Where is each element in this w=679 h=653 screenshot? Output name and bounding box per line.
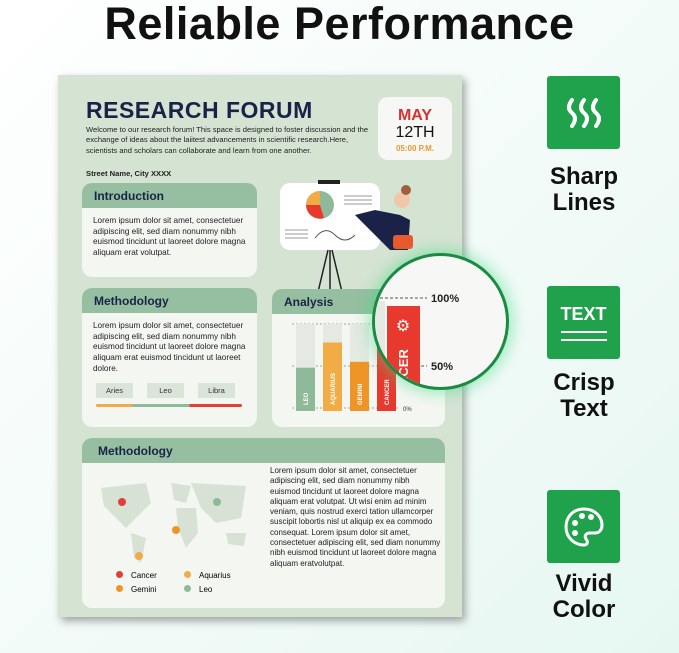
methodology-map-body: Lorem ipsum dolor sit amet, consectetuer…	[270, 466, 441, 568]
poster-description: Welcome to our research forum! This spac…	[86, 125, 369, 155]
progress-bar	[96, 403, 242, 407]
magnified-chart: ⚙ NCER 100% 50%	[375, 293, 459, 387]
date-day: 12TH	[395, 124, 435, 141]
methodology-map-title: Methodology	[82, 438, 445, 463]
methodology-map-card: Methodology Cancer Aquarius Gemini Leo L…	[82, 438, 445, 608]
bar-label-cancer: CANCER	[385, 379, 391, 405]
date-time: 05:00 P.M.	[395, 144, 435, 153]
waves-icon	[547, 76, 620, 149]
bar-label-aquarius: AQUARIUS	[331, 373, 337, 405]
map-legend: Cancer Aquarius Gemini Leo	[116, 571, 256, 594]
bar-leo	[296, 367, 315, 411]
introduction-card: Introduction Lorem ipsum dolor sit amet,…	[82, 183, 257, 277]
methodology-body: Lorem ipsum dolor sit amet, consectetuer…	[93, 321, 246, 373]
palette-icon	[547, 490, 620, 563]
legend-aquarius: Aquarius	[184, 571, 254, 580]
legend-gemini: Gemini	[116, 585, 184, 594]
feature-vivid-color: Vivid Color	[552, 570, 616, 623]
bar-label-leo: LEO	[304, 392, 310, 405]
tag-libra: Libra	[198, 382, 235, 398]
tick-100: 100%	[431, 293, 459, 305]
date-month: MAY	[397, 107, 433, 124]
poster-title: RESEARCH FORUM	[86, 97, 313, 123]
headline: Reliable Performance	[104, 0, 575, 49]
tag-leo: Leo	[147, 382, 184, 398]
presenter-illustration	[280, 180, 413, 292]
methodology-card: Methodology Lorem ipsum dolor sit amet, …	[82, 288, 257, 427]
legend-cancer: Cancer	[116, 571, 184, 580]
poster-address: Street Name, City XXXX	[86, 169, 172, 178]
legend-leo: Leo	[184, 585, 254, 594]
text-icon: TEXT	[547, 286, 620, 359]
svg-text:⚙: ⚙	[396, 316, 410, 335]
tick-50: 50%	[431, 361, 453, 373]
introduction-body: Lorem ipsum dolor sit amet, consectetuer…	[93, 216, 246, 258]
methodology-title: Methodology	[82, 288, 257, 313]
bar-label-gemini: GEMINI	[358, 383, 364, 405]
feature-sharp-lines: Sharp Lines	[549, 163, 618, 216]
bar-aquarius	[323, 342, 342, 411]
bar-gemini	[350, 361, 369, 411]
magnifier-lens: ⚙ NCER 100% 50%	[372, 253, 509, 390]
world-map	[101, 483, 246, 563]
feature-crisp-text: Crisp Text	[553, 369, 615, 422]
date-card: MAY 12TH 05:00 P.M.	[378, 97, 452, 160]
tag-aries: Aries	[96, 382, 133, 398]
introduction-title: Introduction	[82, 183, 257, 208]
tick-label-0: 0%	[403, 407, 412, 413]
